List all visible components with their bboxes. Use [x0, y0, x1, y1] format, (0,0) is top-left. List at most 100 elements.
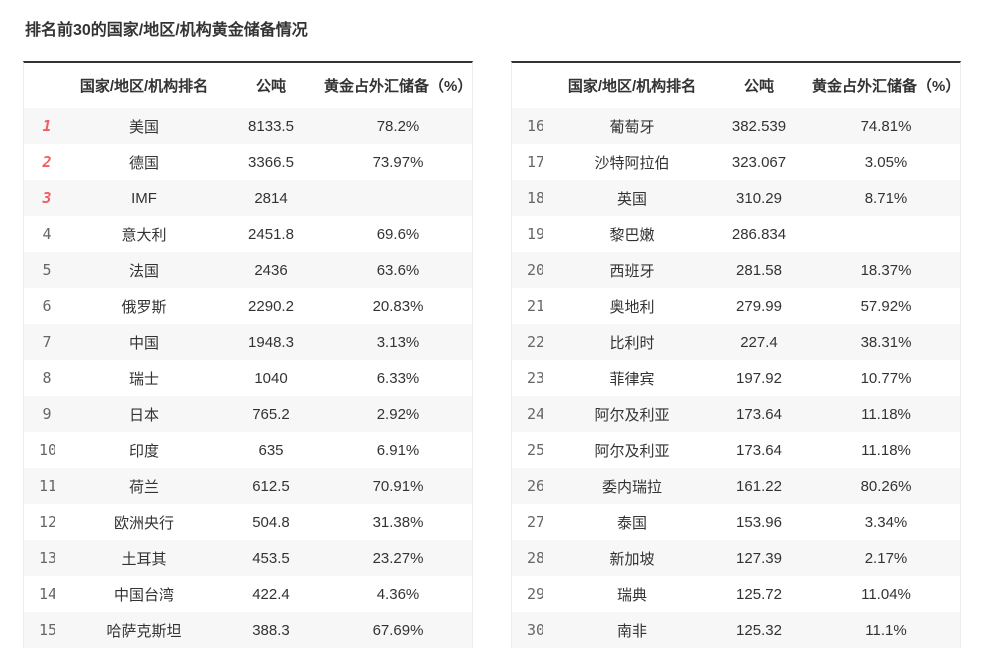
country-name: 黎巴嫩 — [558, 216, 706, 252]
percent-value: 11.04% — [812, 576, 960, 612]
rank-number: 6 — [42, 299, 52, 315]
tons-column-header: 公吨 — [706, 63, 812, 108]
tons-value: 422.4 — [218, 576, 324, 612]
table-row: 5 法国 2436 63.6% — [24, 252, 472, 288]
rank-cell: 2 — [24, 144, 70, 180]
tons-value: 279.99 — [706, 288, 812, 324]
rank-cell: 17 — [512, 144, 558, 180]
percent-value: 73.97% — [324, 144, 472, 180]
tons-value: 323.067 — [706, 144, 812, 180]
rank-cell: 12 — [24, 504, 70, 540]
percent-value: 31.38% — [324, 504, 472, 540]
tons-value: 8133.5 — [218, 108, 324, 144]
country-name: 委内瑞拉 — [558, 468, 706, 504]
table-row: 28 新加坡 127.39 2.17% — [512, 540, 960, 576]
country-name: 德国 — [70, 144, 218, 180]
table-row: 2 德国 3366.5 73.97% — [24, 144, 472, 180]
percent-value: 2.92% — [324, 396, 472, 432]
rank-cell: 13 — [24, 540, 70, 576]
rank-cell: 6 — [24, 288, 70, 324]
table-row: 1 美国 8133.5 78.2% — [24, 108, 472, 144]
table-row: 30 南非 125.32 11.1% — [512, 612, 960, 648]
rank-cell: 7 — [24, 324, 70, 360]
tons-value: 125.32 — [706, 612, 812, 648]
rank-number: 9 — [42, 407, 52, 423]
rank-number: 27 — [527, 515, 543, 531]
rank-number: 10 — [39, 443, 55, 459]
percent-column-header: 黄金占外汇储备（%） — [812, 63, 960, 108]
rank-column-header — [512, 63, 558, 108]
percent-value: 63.6% — [324, 252, 472, 288]
country-name: 菲律宾 — [558, 360, 706, 396]
rank-number: 16 — [527, 119, 543, 135]
table-row: 16 葡萄牙 382.539 74.81% — [512, 108, 960, 144]
rank-number: 19 — [527, 227, 543, 243]
country-name: 西班牙 — [558, 252, 706, 288]
table-row: 26 委内瑞拉 161.22 80.26% — [512, 468, 960, 504]
percent-value: 78.2% — [324, 108, 472, 144]
table-header-row: 国家/地区/机构排名 公吨 黄金占外汇储备（%） — [24, 63, 472, 108]
rank-cell: 24 — [512, 396, 558, 432]
rank-number: 26 — [527, 479, 543, 495]
tons-value: 281.58 — [706, 252, 812, 288]
percent-value: 57.92% — [812, 288, 960, 324]
rank-cell: 18 — [512, 180, 558, 216]
percent-column-header: 黄金占外汇储备（%） — [324, 63, 472, 108]
country-name: 中国台湾 — [70, 576, 218, 612]
rank-number: 2 — [42, 155, 52, 171]
rank-number: 17 — [527, 155, 543, 171]
rank-number: 21 — [527, 299, 543, 315]
percent-value: 80.26% — [812, 468, 960, 504]
tons-value: 197.92 — [706, 360, 812, 396]
country-name: 日本 — [70, 396, 218, 432]
rank-cell: 9 — [24, 396, 70, 432]
percent-value: 10.77% — [812, 360, 960, 396]
country-name: 意大利 — [70, 216, 218, 252]
country-column-header: 国家/地区/机构排名 — [70, 63, 218, 108]
table-header-row: 国家/地区/机构排名 公吨 黄金占外汇储备（%） — [512, 63, 960, 108]
country-name: 新加坡 — [558, 540, 706, 576]
table-row: 13 土耳其 453.5 23.27% — [24, 540, 472, 576]
tons-value: 2814 — [218, 180, 324, 216]
country-name: 中国 — [70, 324, 218, 360]
country-name: 法国 — [70, 252, 218, 288]
country-name: 阿尔及利亚 — [558, 396, 706, 432]
country-name: 荷兰 — [70, 468, 218, 504]
table-row: 29 瑞典 125.72 11.04% — [512, 576, 960, 612]
tons-value: 2290.2 — [218, 288, 324, 324]
rank-number: 25 — [527, 443, 543, 459]
table-row: 7 中国 1948.3 3.13% — [24, 324, 472, 360]
rank-number: 4 — [42, 227, 52, 243]
country-name: 土耳其 — [70, 540, 218, 576]
rank-cell: 28 — [512, 540, 558, 576]
rank-number: 20 — [527, 263, 543, 279]
percent-value: 70.91% — [324, 468, 472, 504]
country-name: 泰国 — [558, 504, 706, 540]
tons-value: 173.64 — [706, 432, 812, 468]
rank-cell: 26 — [512, 468, 558, 504]
table-row: 19 黎巴嫩 286.834 — [512, 216, 960, 252]
rank-number: 30 — [527, 623, 543, 639]
percent-value: 69.6% — [324, 216, 472, 252]
rank-cell: 8 — [24, 360, 70, 396]
rank-number: 5 — [42, 263, 52, 279]
percent-value: 23.27% — [324, 540, 472, 576]
tons-value: 2436 — [218, 252, 324, 288]
rank-cell: 22 — [512, 324, 558, 360]
rank-cell: 5 — [24, 252, 70, 288]
rank-cell: 15 — [24, 612, 70, 648]
percent-value: 11.18% — [812, 432, 960, 468]
percent-value: 74.81% — [812, 108, 960, 144]
table-row: 23 菲律宾 197.92 10.77% — [512, 360, 960, 396]
country-name: 奥地利 — [558, 288, 706, 324]
rank-cell: 3 — [24, 180, 70, 216]
percent-value: 3.13% — [324, 324, 472, 360]
tons-value: 2451.8 — [218, 216, 324, 252]
tons-value: 173.64 — [706, 396, 812, 432]
gold-reserve-table-right: 国家/地区/机构排名 公吨 黄金占外汇储备（%） 16 葡萄牙 382.539 74.… — [511, 61, 961, 648]
table-row: 8 瑞士 1040 6.33% — [24, 360, 472, 396]
percent-value: 11.18% — [812, 396, 960, 432]
rank-number: 22 — [527, 335, 543, 351]
rank-number: 29 — [527, 587, 543, 603]
country-name: IMF — [70, 180, 218, 216]
